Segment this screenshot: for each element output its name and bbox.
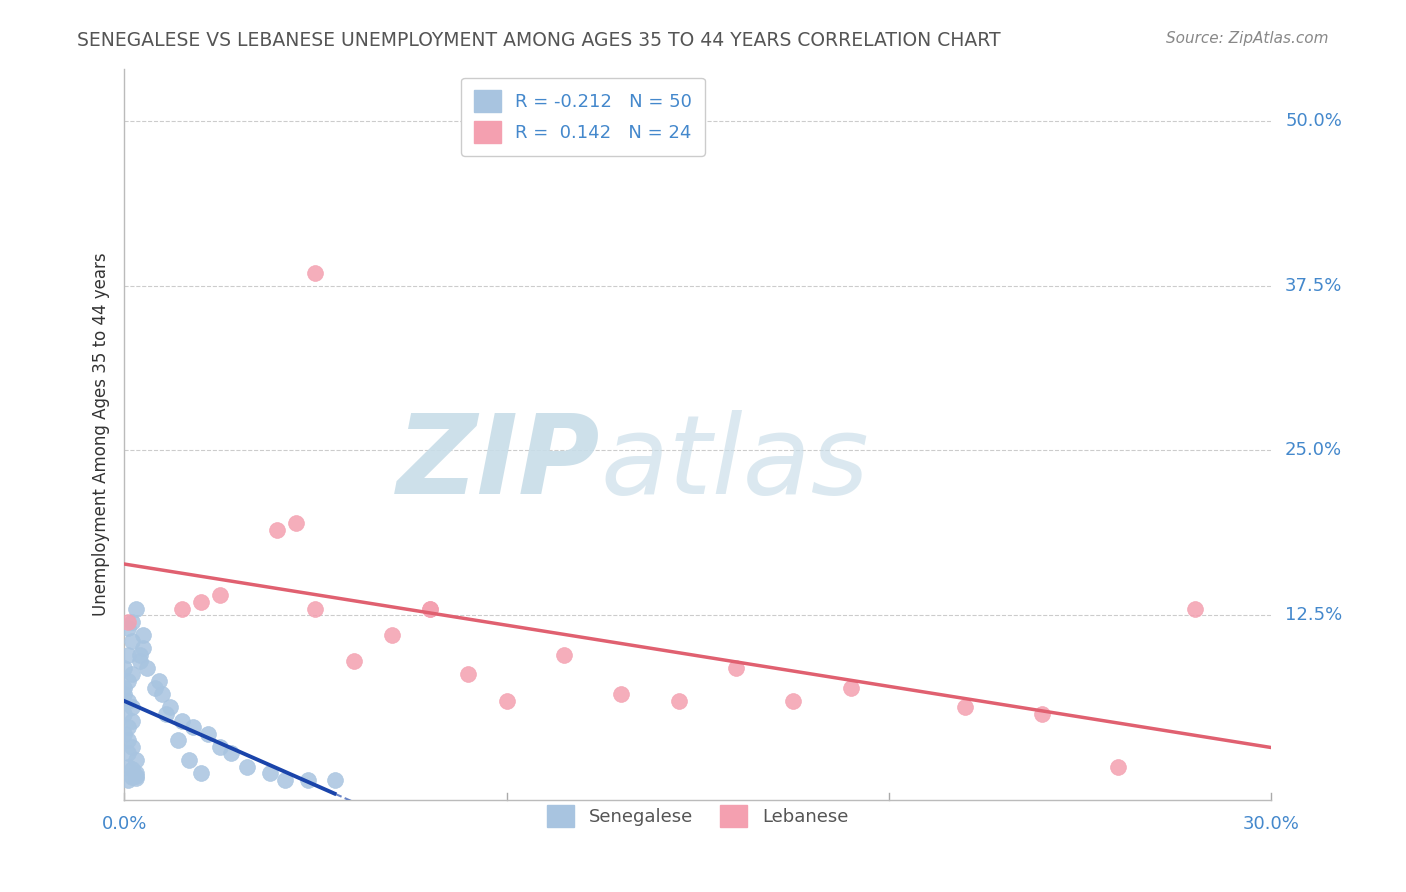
Point <box>117 759 139 773</box>
Point <box>112 706 135 721</box>
Point <box>121 634 143 648</box>
Text: 30.0%: 30.0% <box>1243 815 1299 833</box>
Point <box>121 700 143 714</box>
Point <box>117 673 139 688</box>
Point <box>381 628 404 642</box>
Point <box>117 772 139 787</box>
Point <box>125 766 148 780</box>
Text: Source: ZipAtlas.com: Source: ZipAtlas.com <box>1166 31 1329 46</box>
Point <box>304 266 326 280</box>
Point <box>955 700 977 714</box>
Point <box>208 588 231 602</box>
Point <box>553 648 575 662</box>
Point <box>132 641 155 656</box>
Point <box>266 523 288 537</box>
Point <box>121 667 143 681</box>
Point <box>112 727 135 741</box>
Text: 50.0%: 50.0% <box>1285 112 1341 130</box>
Point <box>132 628 155 642</box>
Point <box>1184 601 1206 615</box>
Point <box>668 694 690 708</box>
Point <box>121 714 143 728</box>
Point <box>190 595 212 609</box>
Point <box>208 739 231 754</box>
Point <box>121 770 143 784</box>
Text: 0.0%: 0.0% <box>101 815 146 833</box>
Point <box>285 516 308 530</box>
Text: SENEGALESE VS LEBANESE UNEMPLOYMENT AMONG AGES 35 TO 44 YEARS CORRELATION CHART: SENEGALESE VS LEBANESE UNEMPLOYMENT AMON… <box>77 31 1001 50</box>
Point <box>128 648 150 662</box>
Point <box>419 601 441 615</box>
Point <box>197 727 219 741</box>
Point <box>259 766 281 780</box>
Point <box>125 753 148 767</box>
Point <box>117 733 139 747</box>
Point <box>457 667 479 681</box>
Point <box>610 687 633 701</box>
Point <box>117 747 139 761</box>
Point <box>190 766 212 780</box>
Point <box>181 720 204 734</box>
Point <box>128 654 150 668</box>
Point <box>121 739 143 754</box>
Y-axis label: Unemployment Among Ages 35 to 44 years: Unemployment Among Ages 35 to 44 years <box>93 252 110 615</box>
Point <box>419 601 441 615</box>
Point <box>495 694 517 708</box>
Text: 12.5%: 12.5% <box>1285 607 1343 624</box>
Point <box>125 601 148 615</box>
Point <box>297 772 319 787</box>
Point <box>125 772 148 786</box>
Point <box>304 601 326 615</box>
Point <box>724 661 747 675</box>
Text: 25.0%: 25.0% <box>1285 442 1343 459</box>
Point <box>155 706 177 721</box>
Point <box>112 661 135 675</box>
Point <box>219 747 242 761</box>
Point <box>121 762 143 776</box>
Point <box>170 601 193 615</box>
Point <box>274 772 297 787</box>
Point <box>136 661 159 675</box>
Point <box>125 769 148 783</box>
Point <box>117 621 139 635</box>
Point <box>117 720 139 734</box>
Point <box>179 753 201 767</box>
Point <box>148 673 170 688</box>
Point <box>112 681 135 695</box>
Point <box>112 687 135 701</box>
Point <box>235 759 257 773</box>
Text: atlas: atlas <box>600 409 869 516</box>
Point <box>159 700 181 714</box>
Point <box>1031 706 1053 721</box>
Text: 37.5%: 37.5% <box>1285 277 1343 295</box>
Point <box>839 681 862 695</box>
Point <box>121 615 143 629</box>
Point <box>166 733 188 747</box>
Point <box>143 681 166 695</box>
Point <box>117 648 139 662</box>
Text: ZIP: ZIP <box>396 409 600 516</box>
Legend: Senegalese, Lebanese: Senegalese, Lebanese <box>540 798 855 834</box>
Point <box>170 714 193 728</box>
Point <box>117 694 139 708</box>
Point <box>782 694 804 708</box>
Point <box>323 772 346 787</box>
Point <box>117 615 139 629</box>
Point <box>152 687 174 701</box>
Point <box>343 654 366 668</box>
Point <box>1107 759 1129 773</box>
